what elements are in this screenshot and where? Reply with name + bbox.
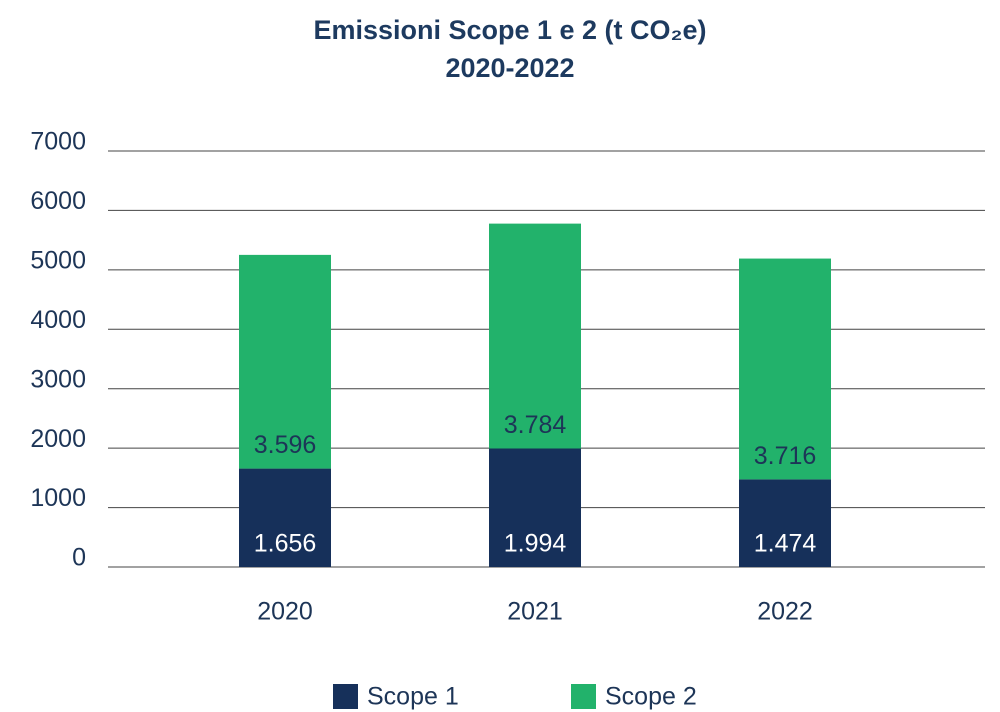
y-tick-label: 2000 [30,425,86,453]
data-label: 1.656 [254,530,317,558]
bar-segment [239,468,331,567]
chart-title: Emissioni Scope 1 e 2 (t CO₂e) [313,15,706,45]
data-label: 3.784 [504,411,567,439]
y-tick-label: 0 [72,544,86,572]
y-tick-label: 1000 [30,484,86,512]
x-tick-label: 2021 [507,598,563,626]
bar-segment [489,223,581,449]
bar-segment [239,254,331,469]
x-tick-label: 2020 [257,598,313,626]
legend-label: Scope 1 [367,683,459,711]
legend-label: Scope 2 [605,683,697,711]
data-label: 1.474 [754,530,817,558]
y-tick-label: 7000 [30,128,86,156]
y-tick-label: 4000 [30,306,86,334]
y-tick-label: 6000 [30,187,86,215]
bar-segment [739,479,831,567]
legend-swatch [571,684,596,709]
data-label: 3.716 [754,442,817,470]
bar-segment [739,258,831,480]
y-tick-label: 5000 [30,246,86,274]
x-tick-label: 2022 [757,598,813,626]
chart-subtitle: 2020-2022 [445,53,574,83]
y-tick-label: 3000 [30,365,86,393]
data-label: 1.994 [504,530,567,558]
data-label: 3.596 [254,431,317,459]
bar-segment [489,448,581,567]
legend-swatch [333,684,358,709]
